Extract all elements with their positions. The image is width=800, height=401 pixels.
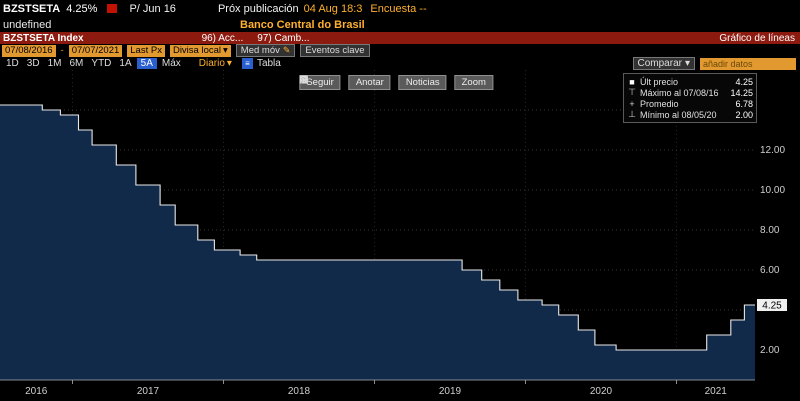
alert-badge-icon: [107, 4, 118, 13]
next-publication-label: Próx publicación: [217, 2, 299, 15]
svg-text:10.00: 10.00: [760, 185, 785, 196]
svg-text:2021: 2021: [705, 386, 728, 397]
min-marker-icon: ⊥: [628, 109, 636, 119]
chart-area: Seguir Anotar Noticias Zoom ■ Últ precio…: [0, 70, 800, 401]
chevron-down-icon: ▾: [684, 58, 690, 69]
chevron-down-icon: ▾: [226, 58, 232, 69]
menu-edit[interactable]: 97) Camb...: [257, 32, 310, 44]
max-marker-icon: ⊤: [628, 87, 636, 97]
security-name: BZSTSETA Index: [3, 32, 84, 44]
annotate-button[interactable]: Anotar: [299, 75, 391, 90]
settings-toolbar: 07/08/2016 - 07/07/2021 Last Px Divisa l…: [0, 44, 800, 57]
period-1d[interactable]: 1D: [6, 58, 19, 69]
average-marker-icon: +: [629, 98, 635, 109]
svg-text:12.00: 12.00: [760, 145, 785, 156]
compare-label: Comparar: [637, 58, 682, 69]
legend-average-row: + Promedio 6.78: [627, 98, 753, 109]
max-value: 14.25: [730, 87, 753, 98]
moving-average-button[interactable]: Med móv ✎: [235, 44, 296, 57]
last-price-value: 4.25: [735, 76, 753, 87]
table-toggle[interactable]: Tabla: [256, 58, 281, 69]
currency-label: Divisa local: [172, 45, 221, 56]
svg-text:2017: 2017: [137, 386, 160, 397]
chart-type-icon[interactable]: ≡: [241, 58, 253, 69]
key-events-label: Eventos clave: [305, 45, 365, 56]
period-6m[interactable]: 6M: [69, 58, 84, 69]
date-to-field[interactable]: 07/07/2021: [68, 44, 123, 57]
compare-dropdown[interactable]: Comparar ▾: [632, 57, 695, 70]
security-header: BZSTSETA 4.25% P/ Jun 16 Próx publicació…: [0, 0, 800, 17]
track-button[interactable]: Seguir: [299, 75, 341, 90]
last-value: 4.25%: [66, 2, 98, 15]
legend-min-row: ⊥ Mínimo al 08/05/20 2.00: [628, 109, 753, 120]
data-source: Banco Central do Brasil: [240, 18, 365, 31]
period-ytd[interactable]: YTD: [91, 58, 112, 69]
svg-text:2016: 2016: [25, 386, 48, 397]
svg-text:8.00: 8.00: [760, 225, 780, 236]
chart-floating-toolbar: Seguir Anotar Noticias Zoom: [299, 75, 493, 90]
chevron-down-icon: ▾: [223, 45, 228, 56]
frequency-dropdown[interactable]: Diario ▾: [199, 58, 232, 69]
ticker-symbol: BZSTSETA: [3, 2, 61, 15]
average-value: 6.78: [735, 98, 753, 109]
legend-last-price-row: ■ Últ precio 4.25: [627, 76, 753, 87]
svg-text:2.00: 2.00: [760, 345, 780, 356]
svg-text:6.00: 6.00: [760, 265, 780, 276]
svg-text:4.25: 4.25: [762, 301, 782, 312]
pencil-icon: ✎: [282, 45, 291, 55]
svg-text:2018: 2018: [288, 386, 311, 397]
price-field-label: Last Px: [130, 45, 162, 56]
price-field-dropdown[interactable]: Last Px: [127, 44, 165, 57]
moving-average-label: Med móv: [240, 45, 280, 56]
survey-label: Encuesta --: [370, 2, 427, 15]
legend-max-row: ⊤ Máximo al 07/08/16 14.25: [628, 87, 753, 98]
description-row: undefined Banco Central do Brasil: [0, 17, 800, 32]
last-price-marker-icon: ■: [629, 76, 635, 87]
period-1m[interactable]: 1M: [47, 58, 62, 69]
next-publication-value: 04 Aug 18:3: [303, 2, 363, 15]
period-1y[interactable]: 1A: [119, 58, 132, 69]
magnifier-icon: [300, 75, 308, 84]
period-toolbar: 1D 3D 1M 6M YTD 1A 5A Máx Diario ▾ ≡ Tab…: [0, 57, 800, 70]
as-of-label: P/ Jun 16: [129, 2, 176, 15]
period-5y-selected[interactable]: 5A: [136, 58, 157, 69]
currency-dropdown[interactable]: Divisa local ▾: [169, 44, 231, 57]
menu-actions[interactable]: 96) Acc...: [201, 32, 244, 44]
chart-legend: ■ Últ precio 4.25 ⊤ Máximo al 07/08/16 1…: [623, 73, 757, 123]
period-max[interactable]: Máx: [161, 58, 181, 69]
compare-input[interactable]: [700, 57, 796, 70]
zoom-button[interactable]: Zoom: [300, 75, 493, 90]
min-value: 2.00: [735, 109, 753, 120]
key-events-button[interactable]: Eventos clave: [300, 44, 370, 57]
page-title: Gráfico de líneas: [719, 32, 795, 44]
period-3d[interactable]: 3D: [26, 58, 40, 69]
svg-text:2019: 2019: [439, 386, 462, 397]
description-text: undefined: [3, 18, 52, 31]
rate-step-chart[interactable]: 2.00 6.00 8.00 10.00 12.00 2016 2017 2018 2019 20…: [0, 70, 800, 401]
date-separator: -: [60, 45, 64, 56]
compare-group: Comparar ▾: [632, 57, 796, 70]
svg-text:2020: 2020: [590, 386, 613, 397]
function-bar: BZSTSETA Index 96) Acc... 97) Camb... Gr…: [0, 32, 800, 44]
date-from-field[interactable]: 07/08/2016: [2, 44, 56, 57]
frequency-label: Diario: [198, 58, 225, 69]
news-button[interactable]: Noticias: [299, 75, 447, 90]
